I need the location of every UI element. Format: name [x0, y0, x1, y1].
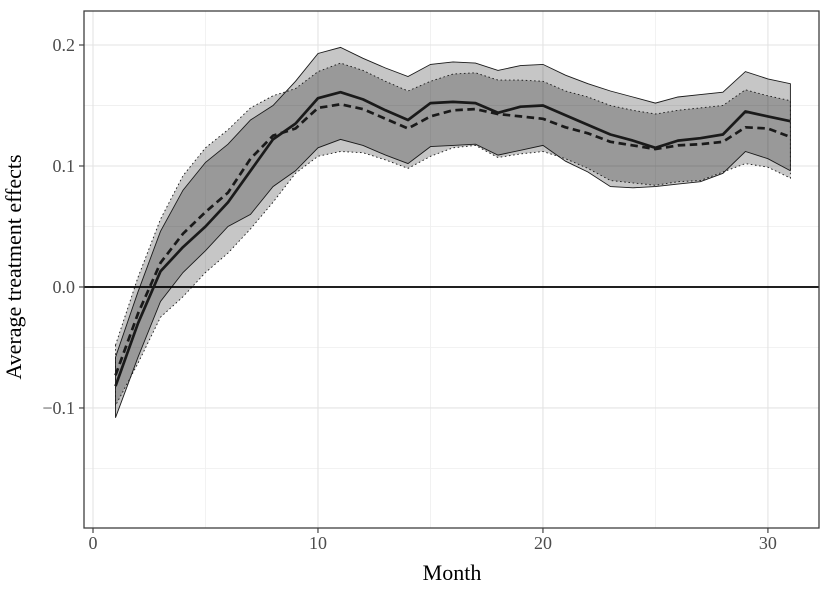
treatment-effect-line-solid [114, 90, 791, 387]
x-tick-label: 0 [88, 533, 97, 553]
confidence-band-solid [115, 47, 791, 418]
y-tick-label: 0.0 [53, 277, 76, 297]
panel-background [84, 11, 819, 528]
y-tick-label: 0.2 [53, 35, 76, 55]
x-axis-title: Month [422, 560, 482, 585]
x-tick-label: 20 [534, 533, 552, 553]
panel-border [83, 10, 820, 529]
y-tick-label: −0.1 [42, 398, 75, 418]
x-tick-label: 10 [309, 533, 327, 553]
confidence-band-edge-dotted [115, 62, 791, 406]
treatment-effect-line-dashed [114, 102, 791, 376]
confidence-band-edge-solid [115, 46, 791, 418]
y-tick-label: 0.1 [53, 156, 76, 176]
y-axis-title: Average treatment effects [1, 154, 26, 380]
confidence-band-dashed [115, 63, 791, 406]
x-tick-label: 30 [759, 533, 777, 553]
